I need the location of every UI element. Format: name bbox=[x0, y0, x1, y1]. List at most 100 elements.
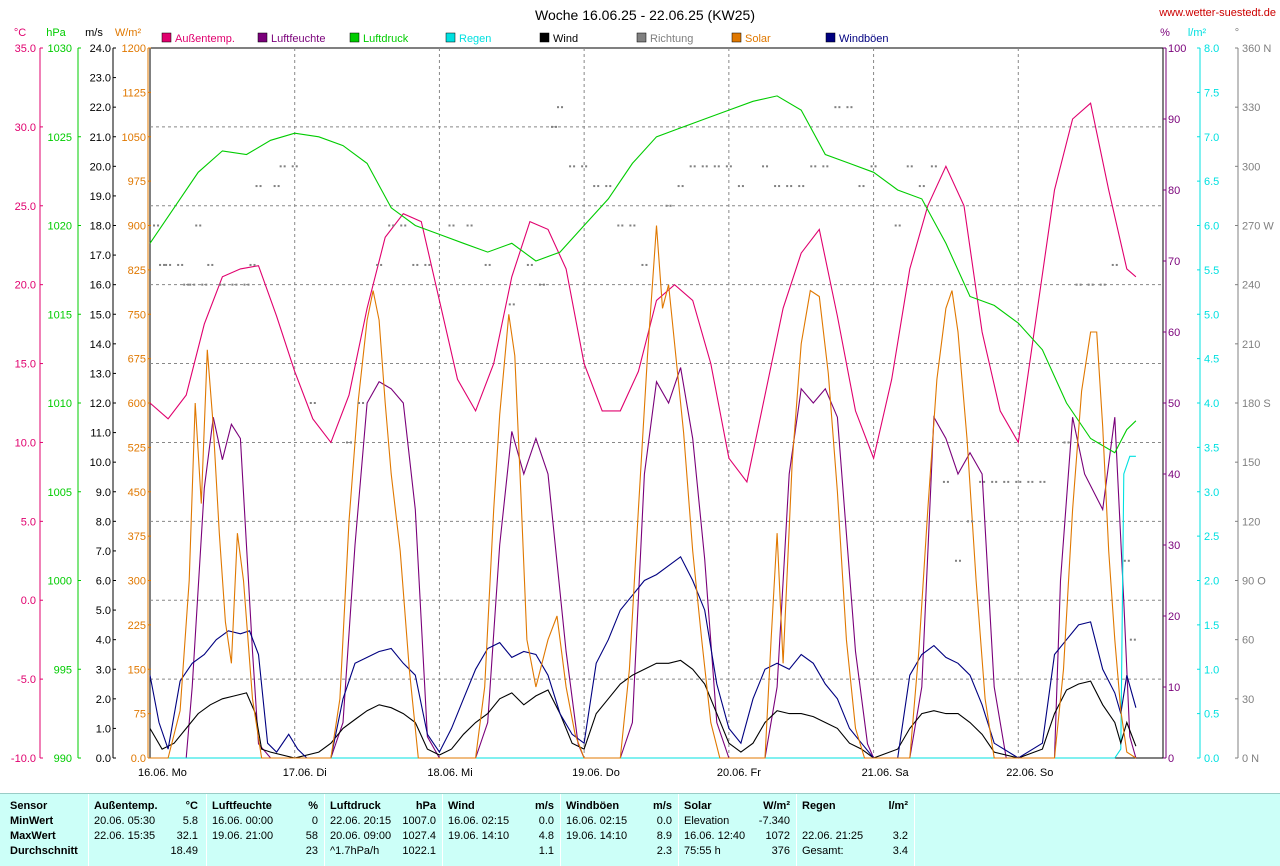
stats-humidity-unit: % bbox=[308, 799, 318, 812]
solar-tick-label: 1125 bbox=[122, 87, 146, 99]
direction-point bbox=[177, 263, 180, 266]
temp-tick-label: 25.0 bbox=[15, 201, 36, 213]
direction-point bbox=[345, 441, 348, 444]
wind-tick-label: 18.0 bbox=[90, 221, 111, 233]
direction-point bbox=[834, 106, 837, 109]
chart-legend: Außentemp. Luftfeuchte Luftdruck Regen Wind R… bbox=[161, 32, 889, 45]
rain-tick-label: 0.5 bbox=[1204, 709, 1219, 721]
x-tick-label: 17.06. Di bbox=[283, 767, 327, 779]
x-tick-label: 20.06. Fr bbox=[717, 767, 761, 779]
direction-point bbox=[388, 224, 391, 227]
legend-label: Solar bbox=[745, 33, 771, 45]
divider bbox=[678, 794, 679, 866]
direction-point bbox=[231, 283, 234, 286]
divider bbox=[88, 794, 89, 866]
pressure-tick-label: 1015 bbox=[48, 309, 72, 321]
direction-point bbox=[400, 224, 403, 227]
direction-point bbox=[790, 185, 793, 188]
direction-point bbox=[183, 283, 186, 286]
direction-point bbox=[934, 165, 937, 168]
pressure-axis-unit: hPa bbox=[46, 27, 66, 39]
stats-pressure: Luftdruck hPa 22.06. 20:15 1007.0 20.06. 0… bbox=[326, 798, 440, 858]
temp-tick-label: 30.0 bbox=[15, 122, 36, 134]
direction-point bbox=[362, 402, 365, 404]
direction-tick-label: 30 bbox=[1242, 694, 1254, 706]
series-gusts bbox=[149, 555, 1137, 759]
humidity-tick-label: 30 bbox=[1168, 540, 1180, 552]
direction-point bbox=[157, 224, 160, 227]
direction-point bbox=[542, 283, 545, 286]
pressure-tick-label: 990 bbox=[54, 753, 72, 765]
direction-point bbox=[187, 283, 190, 286]
solar-tick-label: 375 bbox=[128, 531, 146, 543]
legend-label: Luftdruck bbox=[363, 33, 409, 45]
direction-point bbox=[717, 165, 720, 168]
direction-point bbox=[291, 165, 294, 168]
direction-tick-label: 270 W bbox=[1242, 221, 1274, 233]
temp-axis-unit: °C bbox=[14, 27, 26, 39]
direction-tick-label: 120 bbox=[1242, 516, 1260, 528]
stats-gusts-max-val: 8.9 bbox=[656, 829, 672, 842]
direction-point bbox=[597, 185, 600, 188]
series-temp bbox=[149, 102, 1137, 484]
stats-sensor-header: Sensor bbox=[10, 799, 48, 812]
legend-swatch bbox=[257, 32, 268, 43]
temp-tick-label: 35.0 bbox=[15, 43, 36, 55]
stats-humidity: Luftfeuchte% 16.06. 00:00 0 19.06. 21:00 5… bbox=[208, 798, 322, 858]
direction-point bbox=[689, 165, 692, 168]
stats-humidity-max-val: 58 bbox=[305, 829, 318, 842]
direction-point bbox=[207, 263, 210, 266]
pressure-tick-label: 1005 bbox=[48, 487, 72, 499]
temp-tick-label: -5.0 bbox=[17, 674, 36, 686]
direction-point bbox=[858, 185, 861, 188]
humidity-tick-label: 0 bbox=[1168, 753, 1174, 765]
humidity-tick-label: 10 bbox=[1168, 682, 1180, 694]
direction-point bbox=[617, 224, 620, 227]
direction-point bbox=[561, 106, 564, 109]
stats-rain-max-val: 3.2 bbox=[892, 829, 908, 842]
direction-point bbox=[550, 125, 553, 128]
stats-humidity-avg-val: 23 bbox=[305, 844, 318, 857]
divider bbox=[914, 794, 915, 866]
wind-tick-label: 8.0 bbox=[96, 516, 111, 528]
direction-point bbox=[530, 263, 533, 266]
stats-row-max: MaxWert bbox=[10, 829, 56, 842]
rain-tick-label: 1.0 bbox=[1204, 664, 1219, 676]
direction-point bbox=[581, 165, 584, 168]
solar-tick-label: 75 bbox=[134, 709, 146, 721]
stats-gusts-min-val: 0.0 bbox=[656, 814, 672, 827]
site-link[interactable]: www.wetter-suestedt.de bbox=[1158, 7, 1276, 19]
x-tick-label: 18.06. Mi bbox=[427, 767, 472, 779]
direction-point bbox=[725, 165, 728, 168]
legend-swatch bbox=[349, 32, 360, 43]
direction-point bbox=[798, 185, 801, 188]
chart-grid bbox=[149, 47, 1164, 759]
direction-point bbox=[538, 283, 541, 286]
direction-point bbox=[249, 263, 252, 266]
direction-point bbox=[508, 303, 511, 306]
direction-point bbox=[1027, 480, 1030, 483]
direction-point bbox=[1123, 559, 1126, 562]
direction-point bbox=[979, 480, 982, 483]
solar-tick-label: 300 bbox=[128, 576, 146, 588]
direction-point bbox=[967, 520, 970, 523]
stats-wind-unit: m/s bbox=[535, 799, 554, 812]
direction-point bbox=[729, 165, 732, 168]
direction-point bbox=[1039, 480, 1042, 483]
direction-point bbox=[810, 165, 813, 168]
direction-point bbox=[1111, 263, 1114, 266]
direction-point bbox=[922, 185, 925, 188]
stats-temp-unit: °C bbox=[185, 799, 198, 812]
wind-tick-label: 24.0 bbox=[90, 43, 111, 55]
wind-tick-label: 15.0 bbox=[90, 309, 111, 321]
solar-tick-label: 975 bbox=[128, 176, 146, 188]
stats-solar-max-val: 1072 bbox=[765, 829, 790, 842]
stats-wind-max-val: 4.8 bbox=[538, 829, 554, 842]
legend-item-gusts: Windböen bbox=[825, 32, 889, 45]
stats-wind-header: Wind bbox=[448, 799, 475, 812]
direction-point bbox=[259, 185, 262, 188]
direction-point bbox=[1007, 480, 1010, 483]
direction-point bbox=[1003, 480, 1006, 483]
direction-point bbox=[573, 165, 576, 168]
direction-point bbox=[605, 185, 608, 188]
